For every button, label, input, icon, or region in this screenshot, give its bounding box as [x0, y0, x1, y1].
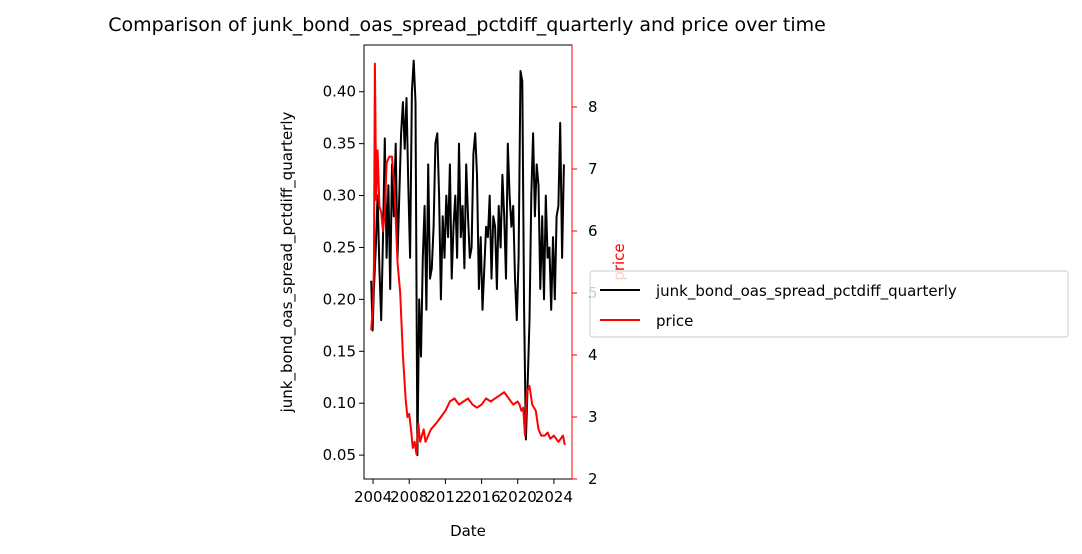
y-right-tick-label: 4: [588, 346, 598, 364]
y-left-tick-label: 0.20: [323, 290, 356, 308]
y-left-tick-label: 0.30: [323, 187, 356, 205]
chart-title: Comparison of junk_bond_oas_spread_pctdi…: [108, 14, 826, 36]
series-line-junk-bond-spread: [370, 59, 565, 457]
y-left-tick-label: 0.35: [323, 135, 356, 153]
y-right-tick-label: 8: [588, 98, 598, 116]
y-right-tick-label: 2: [588, 470, 598, 488]
x-tick-label: 2024: [535, 488, 573, 506]
y-left-tick-label: 0.10: [323, 394, 356, 412]
y-left-tick-label: 0.25: [323, 238, 356, 256]
y-right-tick-label: 3: [588, 408, 598, 426]
x-tick-label: 2008: [390, 488, 428, 506]
y-right-tick-label: 6: [588, 222, 598, 240]
y-axis-left-label: junk_bond_oas_spread_pctdiff_quarterly: [278, 111, 297, 413]
x-tick-label: 2012: [426, 488, 464, 506]
y-left-tick-label: 0.40: [323, 83, 356, 101]
y-right-tick-label: 7: [588, 160, 598, 178]
x-axis-label: Date: [450, 522, 486, 540]
legend-frame: [589, 270, 1069, 338]
y-left-tick-label: 0.05: [323, 446, 356, 464]
x-tick-label: 2004: [354, 488, 392, 506]
x-tick-label: 2016: [462, 488, 500, 506]
y-axis-left: 0.05 0.10 0.15 0.20 0.25 0.30 0.35 0.40: [323, 83, 364, 464]
legend-label-price: price: [656, 312, 693, 330]
legend-label-junk-bond: junk_bond_oas_spread_pctdiff_quarterly: [655, 282, 957, 301]
series-layer: [370, 59, 566, 457]
legend: junk_bond_oas_spread_pctdiff_quarterly p…: [589, 270, 1069, 338]
series-line-price: [370, 62, 566, 456]
plot-area: [363, 44, 573, 480]
x-tick-label: 2020: [499, 488, 537, 506]
y-left-tick-label: 0.15: [323, 342, 356, 360]
